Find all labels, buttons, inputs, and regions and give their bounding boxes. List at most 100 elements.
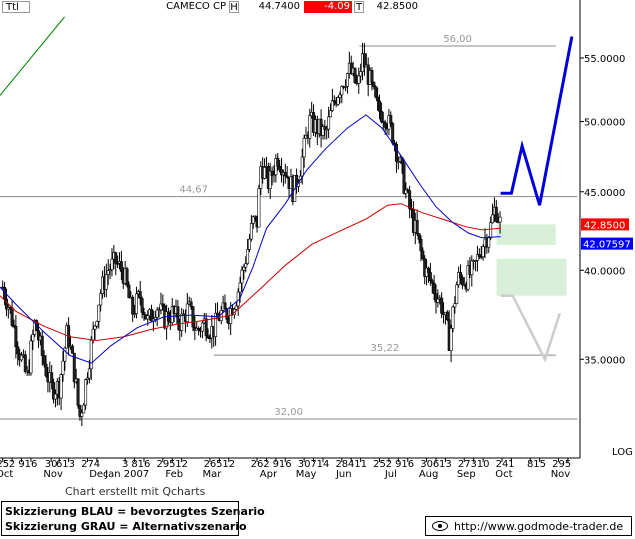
price-bar xyxy=(159,292,163,315)
price-bar xyxy=(330,88,334,112)
price-bar-body xyxy=(150,309,154,322)
x-tick-month-9: Dec xyxy=(89,469,108,480)
x-tick-day-34: 6 xyxy=(433,459,439,470)
price-bar-body xyxy=(223,302,227,310)
price-bar-body xyxy=(106,270,110,275)
price-bar xyxy=(76,378,80,409)
x-tick-day-18: 12 xyxy=(222,459,235,470)
legend-grey: Skizzierung GRAU = Alternativszenario xyxy=(5,520,247,533)
price-bar-body xyxy=(155,309,159,318)
price-bar-body xyxy=(87,368,91,379)
last-price-label: 42.8500 xyxy=(584,220,625,231)
price-bar-body xyxy=(242,266,246,271)
price-bar-body xyxy=(191,306,195,328)
price-bar xyxy=(85,372,89,385)
price-bar-body xyxy=(430,280,434,284)
price-bar-body xyxy=(257,188,261,228)
price-bar-body xyxy=(327,116,331,130)
price-bar-body xyxy=(330,100,334,111)
website-link[interactable]: http://www.godmode-trader.de xyxy=(454,520,624,533)
price-bar xyxy=(276,152,280,171)
price-bar xyxy=(176,300,180,331)
x-tick-day-41: 8 xyxy=(527,459,533,470)
price-bar xyxy=(379,102,383,124)
x-tick-day-36: 27 xyxy=(458,459,471,470)
legend-blue: Skizzierung BLAU = bevorzugtes Szenario xyxy=(5,505,265,518)
price-bar-body xyxy=(170,306,174,323)
price-bar xyxy=(110,248,114,277)
price-bar-body xyxy=(396,161,400,163)
price-bar-body xyxy=(80,412,84,417)
trendline-fragment xyxy=(0,16,65,96)
price-bar-body xyxy=(104,274,108,290)
price-bar xyxy=(155,307,159,327)
scenario-sketches xyxy=(500,36,574,363)
price-bar xyxy=(89,336,93,381)
price-bar-body xyxy=(300,156,304,177)
price-bar xyxy=(434,284,438,314)
x-tick-day-37: 3 xyxy=(471,459,477,470)
price-bar-body xyxy=(415,220,419,234)
symbol-code: Ttl xyxy=(2,1,30,13)
price-bar xyxy=(327,106,331,139)
price-bar xyxy=(59,373,63,411)
level-label-3: 35,22 xyxy=(371,343,400,354)
price-bar-body xyxy=(161,303,165,307)
price-bar xyxy=(359,63,363,83)
price-bar xyxy=(323,120,327,140)
price-bar xyxy=(280,157,284,183)
price-bar xyxy=(449,324,453,363)
price-bar-body xyxy=(125,268,129,286)
price-bar xyxy=(372,81,376,90)
price-bar xyxy=(308,108,312,148)
price-bar xyxy=(421,247,425,261)
x-tick-day-33: 30 xyxy=(420,459,433,470)
price-bar-body xyxy=(214,312,218,337)
x-tick-day-25: 14 xyxy=(317,459,330,470)
price-bar xyxy=(10,299,14,328)
moving-averages xyxy=(0,114,501,364)
price-bar xyxy=(206,328,210,340)
price-bar-body xyxy=(308,115,312,139)
price-bar xyxy=(257,184,261,228)
price-bar-body xyxy=(244,263,248,268)
x-tick-day-19: 26 xyxy=(251,459,264,470)
price-bar-body xyxy=(394,143,398,162)
price-bar-body xyxy=(29,340,33,374)
price-bar xyxy=(377,94,381,120)
x-tick-day-26: 28 xyxy=(335,459,348,470)
x-tick-day-32: 16 xyxy=(401,459,414,470)
price-bar xyxy=(157,307,161,318)
x-tick-day-2: 2 xyxy=(9,459,15,470)
price-bar-body xyxy=(93,325,97,330)
price-bar-body xyxy=(325,128,329,131)
price-bar xyxy=(104,263,108,298)
price-bar xyxy=(44,355,48,378)
price-bar xyxy=(72,352,76,389)
price-bar-body xyxy=(404,189,408,194)
target-zones xyxy=(496,224,567,296)
horizontal-levels: 56,00 44,67 35,22 32,00 xyxy=(0,16,578,420)
price-bar xyxy=(374,85,378,99)
price-bar-body xyxy=(50,372,54,383)
website-badge[interactable]: http://www.godmode-trader.de xyxy=(425,516,632,536)
price-bar-body xyxy=(426,267,430,273)
price-bar-body xyxy=(423,258,427,277)
price-bar xyxy=(142,307,146,321)
price-bar-body xyxy=(389,115,393,124)
x-tick-day-14: 5 xyxy=(169,459,175,470)
level-label-1: 56,00 xyxy=(443,34,472,45)
price-bar xyxy=(430,278,434,294)
level-label-2: 44,67 xyxy=(179,185,208,196)
price-bar xyxy=(426,266,430,283)
legend-box: Skizzierung BLAU = bevorzugtes Szenario … xyxy=(1,501,265,536)
ma-short-line xyxy=(0,114,501,364)
x-tick-month-14: Feb xyxy=(165,469,183,480)
price-bar-body xyxy=(159,303,163,311)
price-bar xyxy=(119,251,123,281)
price-bar-body xyxy=(278,165,282,170)
price-bar-body xyxy=(466,265,470,290)
price-bar xyxy=(285,165,289,179)
price-bar-body xyxy=(362,53,366,68)
